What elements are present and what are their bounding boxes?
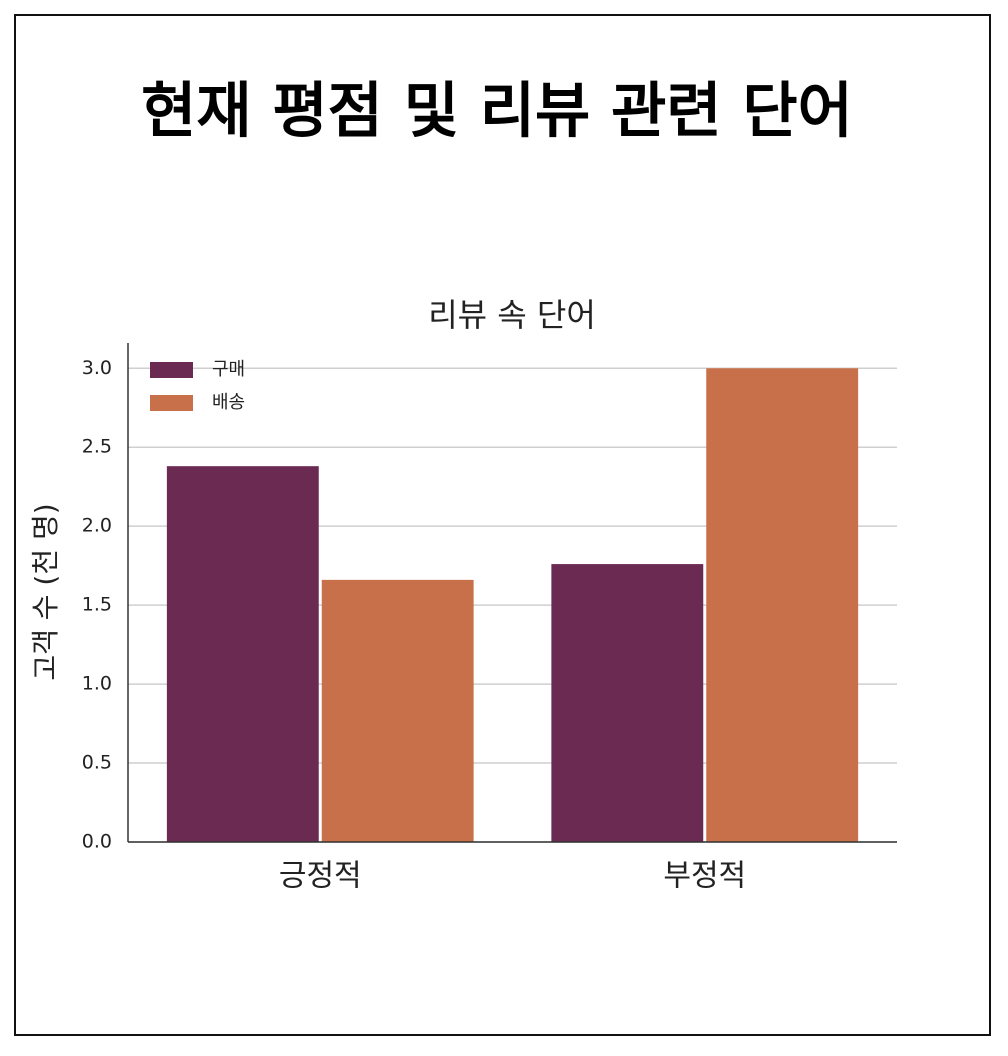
- x-tick-label: 부정적: [663, 859, 746, 894]
- y-axis-label: 고객 수 (천 명): [29, 503, 62, 680]
- bar: [321, 579, 474, 842]
- bar: [166, 466, 319, 842]
- y-tick-label: 1.5: [82, 594, 112, 616]
- legend-label: 배송: [212, 392, 245, 413]
- y-tick-label: 3.0: [82, 357, 112, 379]
- y-tick-label: 2.0: [82, 515, 112, 537]
- bar: [551, 564, 704, 842]
- legend-label: 구매: [212, 359, 245, 380]
- y-tick-label: 0.5: [82, 752, 112, 774]
- chart-title: 리뷰 속 단어: [428, 296, 596, 334]
- page-title: 현재 평점 및 리뷰 관련 단어: [141, 77, 853, 147]
- y-tick-label: 1.0: [82, 673, 112, 695]
- x-tick-label: 긍정적: [279, 859, 362, 894]
- legend-swatch: [150, 395, 193, 411]
- legend-swatch: [150, 362, 193, 378]
- y-tick-label: 0.0: [82, 831, 112, 853]
- bar: [706, 368, 859, 842]
- y-tick-label: 2.5: [82, 436, 112, 458]
